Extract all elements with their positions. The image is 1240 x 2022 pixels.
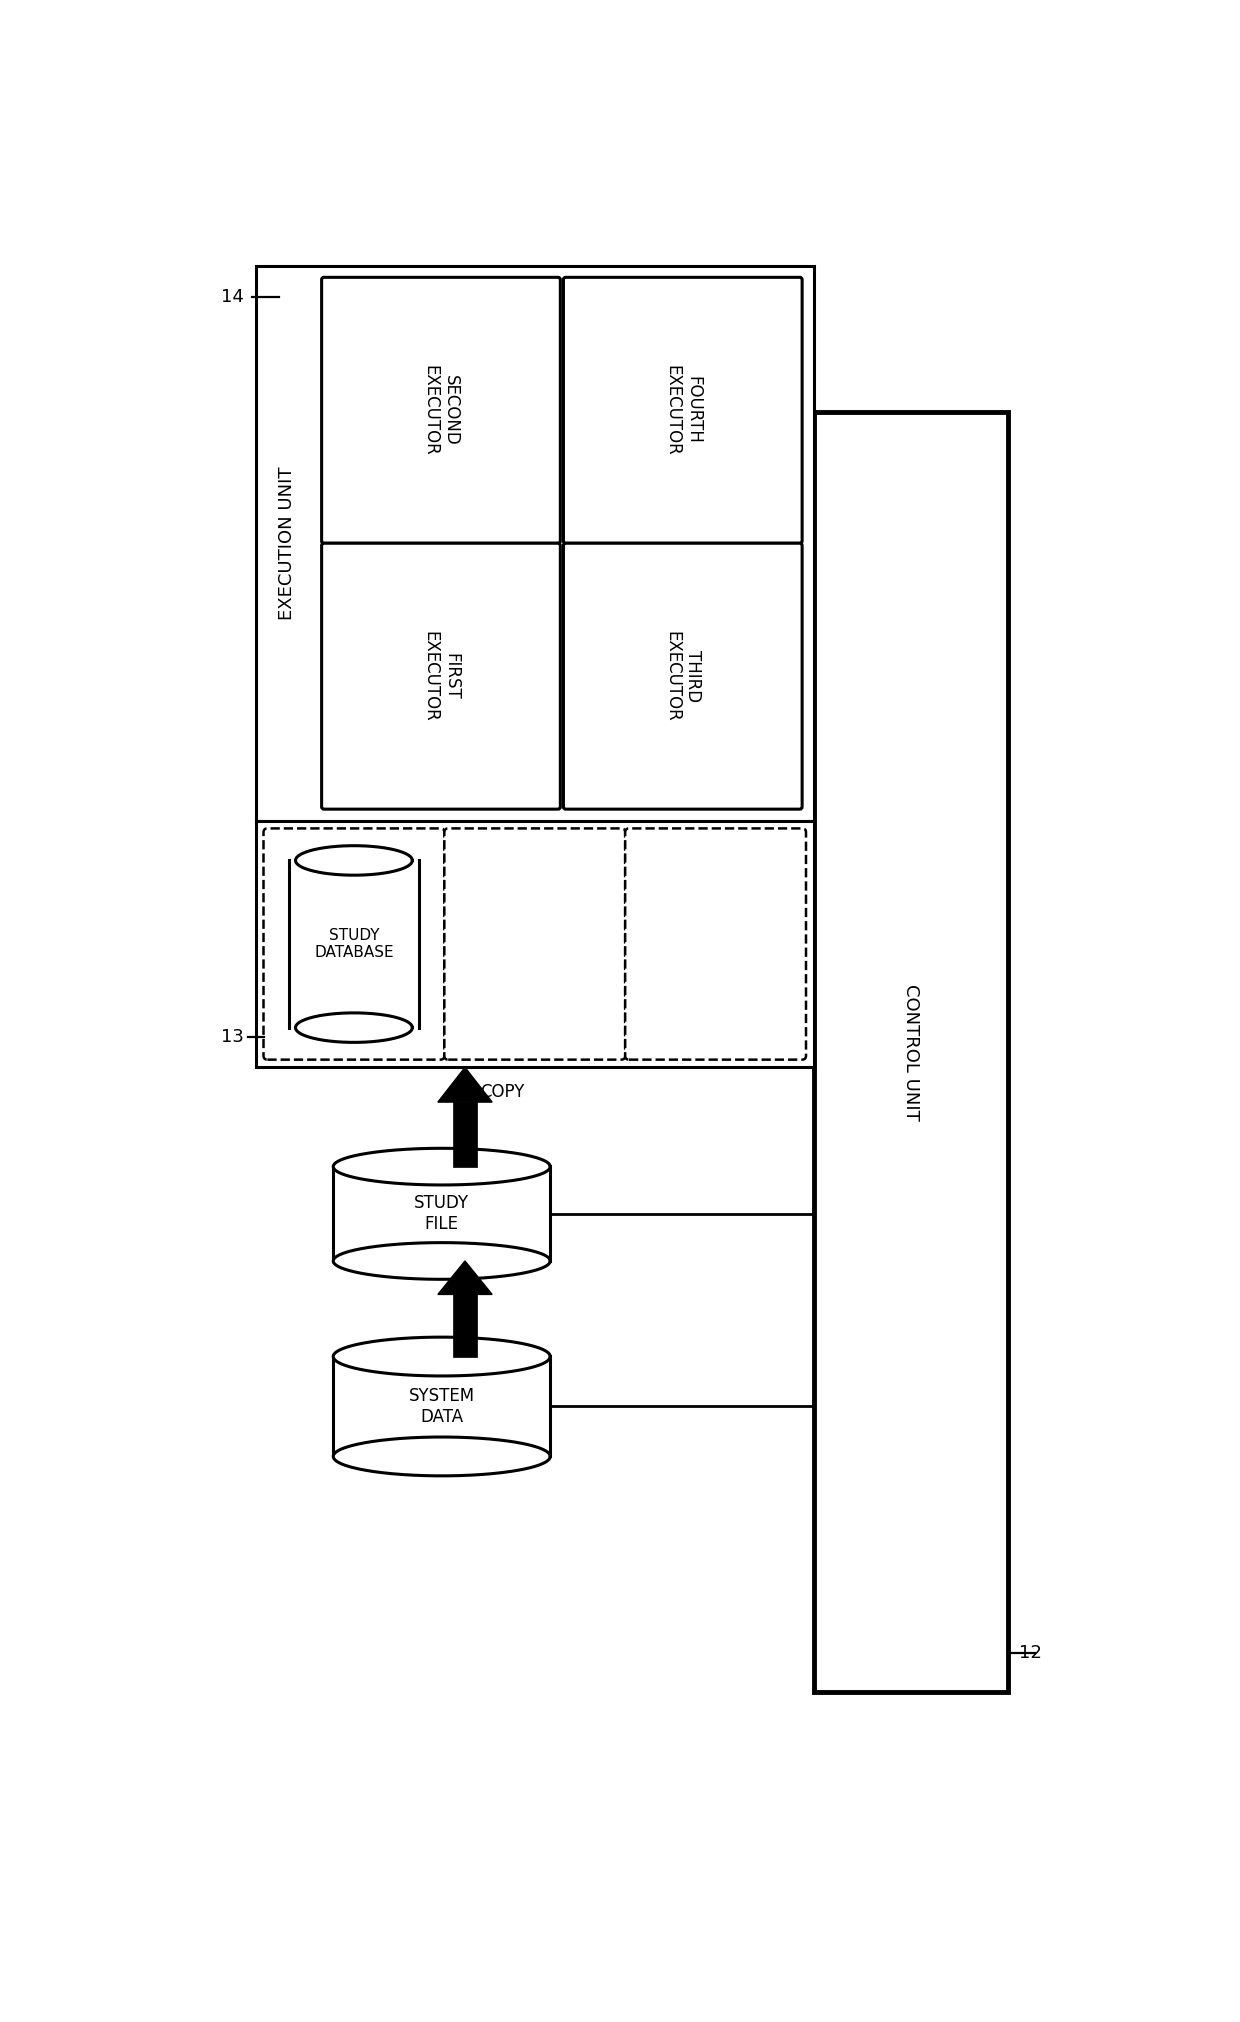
FancyBboxPatch shape	[444, 829, 625, 1060]
Text: SYSTEM
DATA: SYSTEM DATA	[409, 1387, 475, 1426]
Text: 12: 12	[1019, 1644, 1042, 1662]
FancyBboxPatch shape	[563, 544, 802, 809]
Text: SECOND
EXECUTOR: SECOND EXECUTOR	[422, 364, 460, 455]
Polygon shape	[438, 1262, 492, 1294]
Bar	[453, 1294, 477, 1357]
FancyBboxPatch shape	[321, 544, 560, 809]
Bar	[255, 265, 813, 821]
FancyBboxPatch shape	[263, 829, 444, 1060]
Bar	[453, 1102, 477, 1167]
Text: COPY: COPY	[481, 1082, 525, 1100]
Polygon shape	[295, 1013, 413, 1043]
Bar	[334, 1357, 551, 1456]
Polygon shape	[438, 1068, 492, 1102]
Text: 14: 14	[221, 287, 244, 305]
Text: CONTROL UNIT: CONTROL UNIT	[901, 983, 920, 1120]
Bar	[334, 1167, 551, 1262]
Bar	[255, 821, 813, 1068]
Polygon shape	[334, 1438, 551, 1476]
Text: 13: 13	[221, 1027, 244, 1045]
Text: FIRST
EXECUTOR: FIRST EXECUTOR	[422, 631, 460, 722]
FancyBboxPatch shape	[321, 277, 560, 544]
Bar	[813, 412, 1007, 1692]
FancyBboxPatch shape	[563, 277, 802, 544]
Polygon shape	[334, 1244, 551, 1280]
Text: FOURTH
EXECUTOR: FOURTH EXECUTOR	[663, 364, 702, 455]
Polygon shape	[334, 1148, 551, 1185]
FancyBboxPatch shape	[625, 829, 806, 1060]
Text: STUDY
FILE: STUDY FILE	[414, 1195, 469, 1233]
Polygon shape	[295, 845, 413, 876]
Text: STUDY
DATABASE: STUDY DATABASE	[314, 928, 394, 960]
Text: THIRD
EXECUTOR: THIRD EXECUTOR	[663, 631, 702, 722]
Polygon shape	[334, 1337, 551, 1375]
Text: EXECUTION UNIT: EXECUTION UNIT	[278, 467, 296, 621]
Bar	[289, 861, 419, 1027]
